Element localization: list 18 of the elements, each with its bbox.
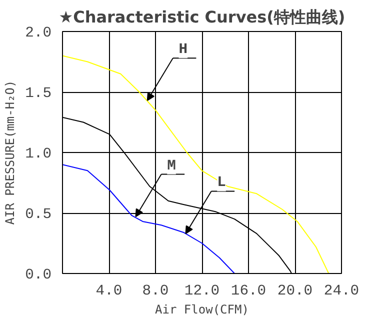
y-tick-label: 2.0 <box>25 26 52 42</box>
x-tick-label: 4.0 <box>96 284 122 300</box>
annotation: M <box>167 158 176 174</box>
x-tick-label: 12.0 <box>184 284 220 300</box>
y-tick-label: 1.0 <box>25 146 52 162</box>
y-tick-label: 0.0 <box>25 268 52 284</box>
x-tick-label: 20.0 <box>277 284 313 300</box>
x-axis-title: Air Flow(CFM) <box>155 302 249 316</box>
x-tick-label: 8.0 <box>142 284 169 300</box>
annotation: L <box>217 175 226 192</box>
line-series <box>62 55 330 274</box>
y-tick-label: 0.5 <box>25 207 52 223</box>
chart-title: ★Characteristic Curves(特性曲线) <box>58 8 346 26</box>
y-axis-title: AIR PRESSURE(mm-H₂O) <box>3 80 18 225</box>
annotation: H <box>178 42 188 58</box>
x-tick-label: 16.0 <box>230 284 266 300</box>
x-tick-label: 24.0 <box>324 284 360 300</box>
y-tick-label: 1.5 <box>25 86 52 102</box>
